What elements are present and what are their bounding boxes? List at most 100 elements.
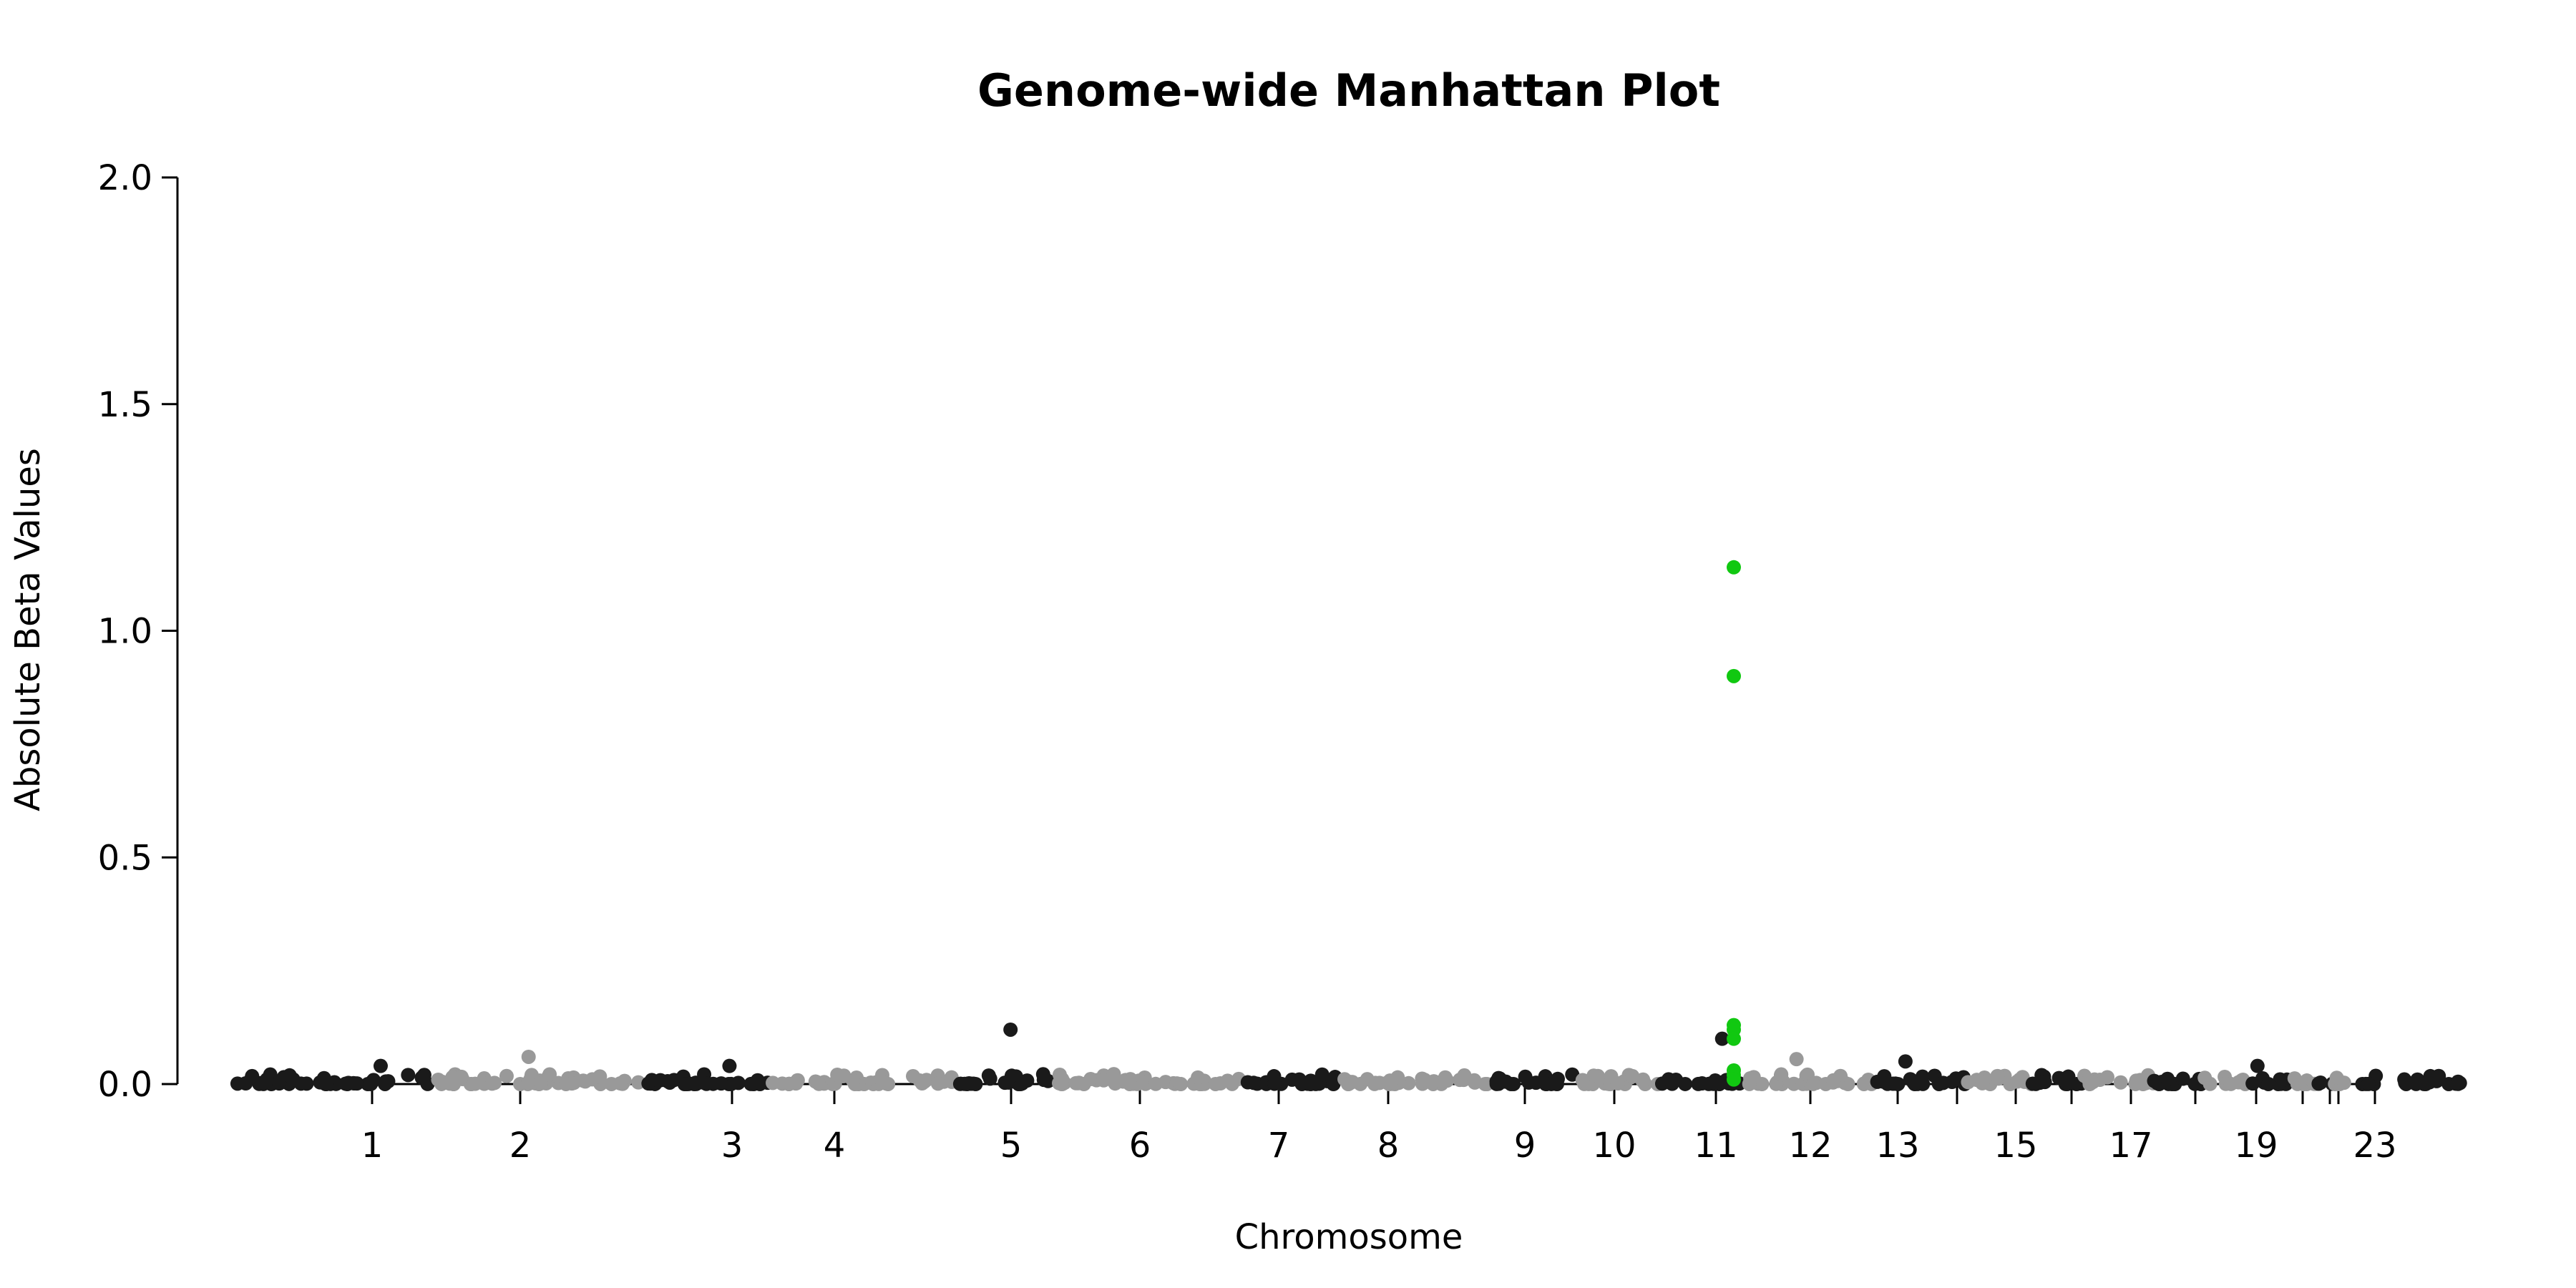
data-point — [1417, 1073, 1432, 1088]
data-point — [1003, 1022, 1018, 1037]
data-point — [468, 1076, 483, 1091]
data-point — [454, 1069, 469, 1084]
data-point — [1727, 668, 1741, 683]
data-point — [1267, 1076, 1282, 1091]
data-point — [435, 1074, 450, 1089]
data-point — [1528, 1075, 1543, 1091]
data-point — [930, 1076, 945, 1091]
data-point — [1076, 1077, 1091, 1091]
data-point — [293, 1076, 308, 1091]
x-tick-label: 17 — [2109, 1126, 2152, 1166]
data-point — [401, 1068, 416, 1083]
data-point — [1975, 1075, 1990, 1091]
data-point — [2423, 1068, 2438, 1083]
data-point — [846, 1073, 861, 1088]
data-point — [1990, 1068, 2005, 1083]
data-point — [1020, 1073, 1035, 1088]
data-point — [1478, 1077, 1493, 1091]
data-point — [520, 1076, 535, 1091]
data-point — [653, 1073, 668, 1088]
data-point — [2175, 1071, 2190, 1086]
data-point — [1040, 1073, 1055, 1088]
x-tick-label: 23 — [2353, 1126, 2396, 1166]
data-point — [1706, 1076, 1721, 1091]
data-point — [2025, 1076, 2040, 1091]
data-point — [2250, 1058, 2265, 1073]
data-point — [962, 1076, 977, 1091]
x-tick-label: 4 — [824, 1126, 846, 1166]
data-points — [230, 560, 2467, 1091]
x-tick-label: 2 — [509, 1126, 532, 1166]
data-point — [2051, 1070, 2067, 1085]
data-point — [1575, 1073, 1590, 1088]
data-point — [1390, 1070, 1405, 1085]
data-point — [2336, 1075, 2351, 1091]
data-point — [1789, 1052, 1804, 1067]
x-axis-label: Chromosome — [1235, 1217, 1463, 1257]
data-point — [1714, 1031, 1729, 1046]
data-point — [1054, 1076, 1069, 1091]
x-tick-label: 5 — [1000, 1126, 1023, 1166]
data-point — [2234, 1073, 2249, 1088]
data-point — [565, 1076, 580, 1091]
data-point — [1148, 1076, 1163, 1091]
data-point — [906, 1068, 921, 1083]
data-point — [766, 1075, 781, 1091]
data-point — [1694, 1076, 1709, 1091]
y-tick-label: 2.0 — [98, 158, 152, 198]
x-tick-label: 11 — [1694, 1126, 1737, 1166]
x-tick-label: 6 — [1129, 1126, 1151, 1166]
x-axis: 1 2 3 4 5 6 7 8 9 10 11 12 13 15 17 19 23 — [361, 1083, 2397, 1166]
data-point — [346, 1075, 361, 1091]
data-point — [282, 1068, 297, 1083]
chart-title: Genome-wide Manhattan Plot — [977, 64, 1720, 117]
y-tick-label: 0.0 — [98, 1065, 152, 1105]
data-point — [706, 1076, 721, 1091]
data-point — [997, 1075, 1013, 1091]
data-point — [2085, 1075, 2100, 1090]
data-point — [1961, 1075, 1976, 1090]
x-tick-label: 3 — [721, 1126, 743, 1166]
data-point — [2397, 1072, 2412, 1087]
data-point — [613, 1075, 628, 1091]
data-point — [256, 1076, 271, 1091]
data-point — [230, 1076, 245, 1091]
data-point — [2147, 1073, 2162, 1088]
data-point — [1506, 1076, 1521, 1091]
data-point — [2313, 1075, 2328, 1091]
data-point — [2100, 1070, 2115, 1085]
data-point — [2010, 1074, 2025, 1089]
y-tick-label: 1.0 — [98, 612, 152, 652]
data-point — [1467, 1073, 1482, 1088]
data-point — [1936, 1075, 1951, 1091]
data-point — [1518, 1069, 1533, 1084]
data-point — [1805, 1076, 1820, 1091]
x-tick-label: 10 — [1592, 1126, 1636, 1166]
data-point — [1326, 1077, 1341, 1091]
data-point — [1174, 1077, 1189, 1091]
data-point — [1191, 1070, 1206, 1085]
data-point — [1360, 1072, 1375, 1087]
data-point — [373, 1058, 388, 1073]
data-point — [1440, 1073, 1455, 1088]
x-tick-label: 9 — [1514, 1126, 1536, 1166]
x-tick-label: 19 — [2234, 1126, 2278, 1166]
data-point — [1340, 1076, 1355, 1091]
data-point — [1910, 1076, 1925, 1091]
data-point — [1661, 1072, 1676, 1087]
data-point — [811, 1075, 826, 1091]
data-point — [379, 1074, 394, 1089]
data-point — [982, 1071, 997, 1086]
data-point — [2451, 1074, 2466, 1089]
data-point — [2113, 1075, 2128, 1090]
data-point — [1746, 1070, 1761, 1085]
data-point — [1727, 560, 1741, 575]
data-point — [2361, 1076, 2376, 1091]
x-tick-label: 7 — [1268, 1126, 1290, 1166]
y-axis: 0.0 0.5 1.0 1.5 2.0 — [98, 158, 179, 1105]
y-tick-label: 0.5 — [98, 838, 152, 878]
data-point — [781, 1076, 796, 1091]
data-point — [1727, 1072, 1741, 1087]
data-point — [484, 1076, 499, 1091]
